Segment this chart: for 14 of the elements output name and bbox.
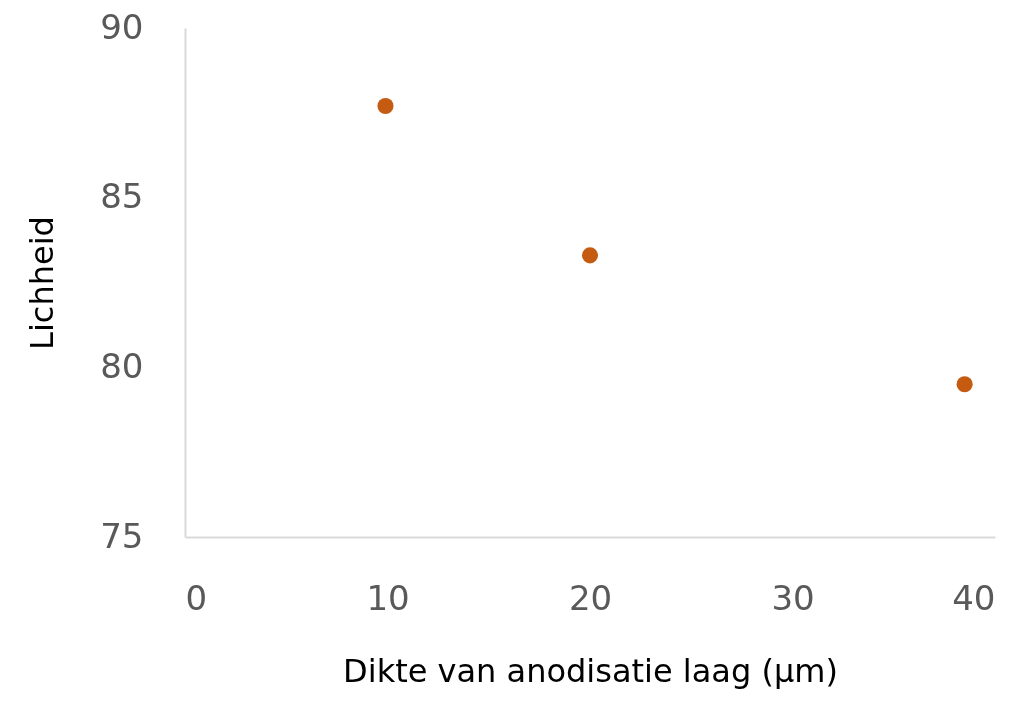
x-tick-label: 10 [366, 577, 410, 618]
x-tick-label: 30 [771, 577, 815, 618]
y-tick-label: 85 [100, 176, 144, 217]
y-tick-label: 80 [100, 345, 144, 386]
x-tick-label: 40 [952, 577, 996, 618]
point [581, 247, 599, 264]
y-axis-title: Lichheid [23, 216, 62, 350]
point [956, 376, 973, 393]
x-tick-label: 20 [568, 577, 613, 618]
x-tick-label: 0 [185, 577, 208, 618]
y-tick-label: 75 [100, 515, 144, 556]
x-axis-title: Dikte van anodisatie laag (µm) [343, 651, 838, 690]
y-tick-label: 90 [100, 6, 144, 47]
point [377, 98, 394, 115]
